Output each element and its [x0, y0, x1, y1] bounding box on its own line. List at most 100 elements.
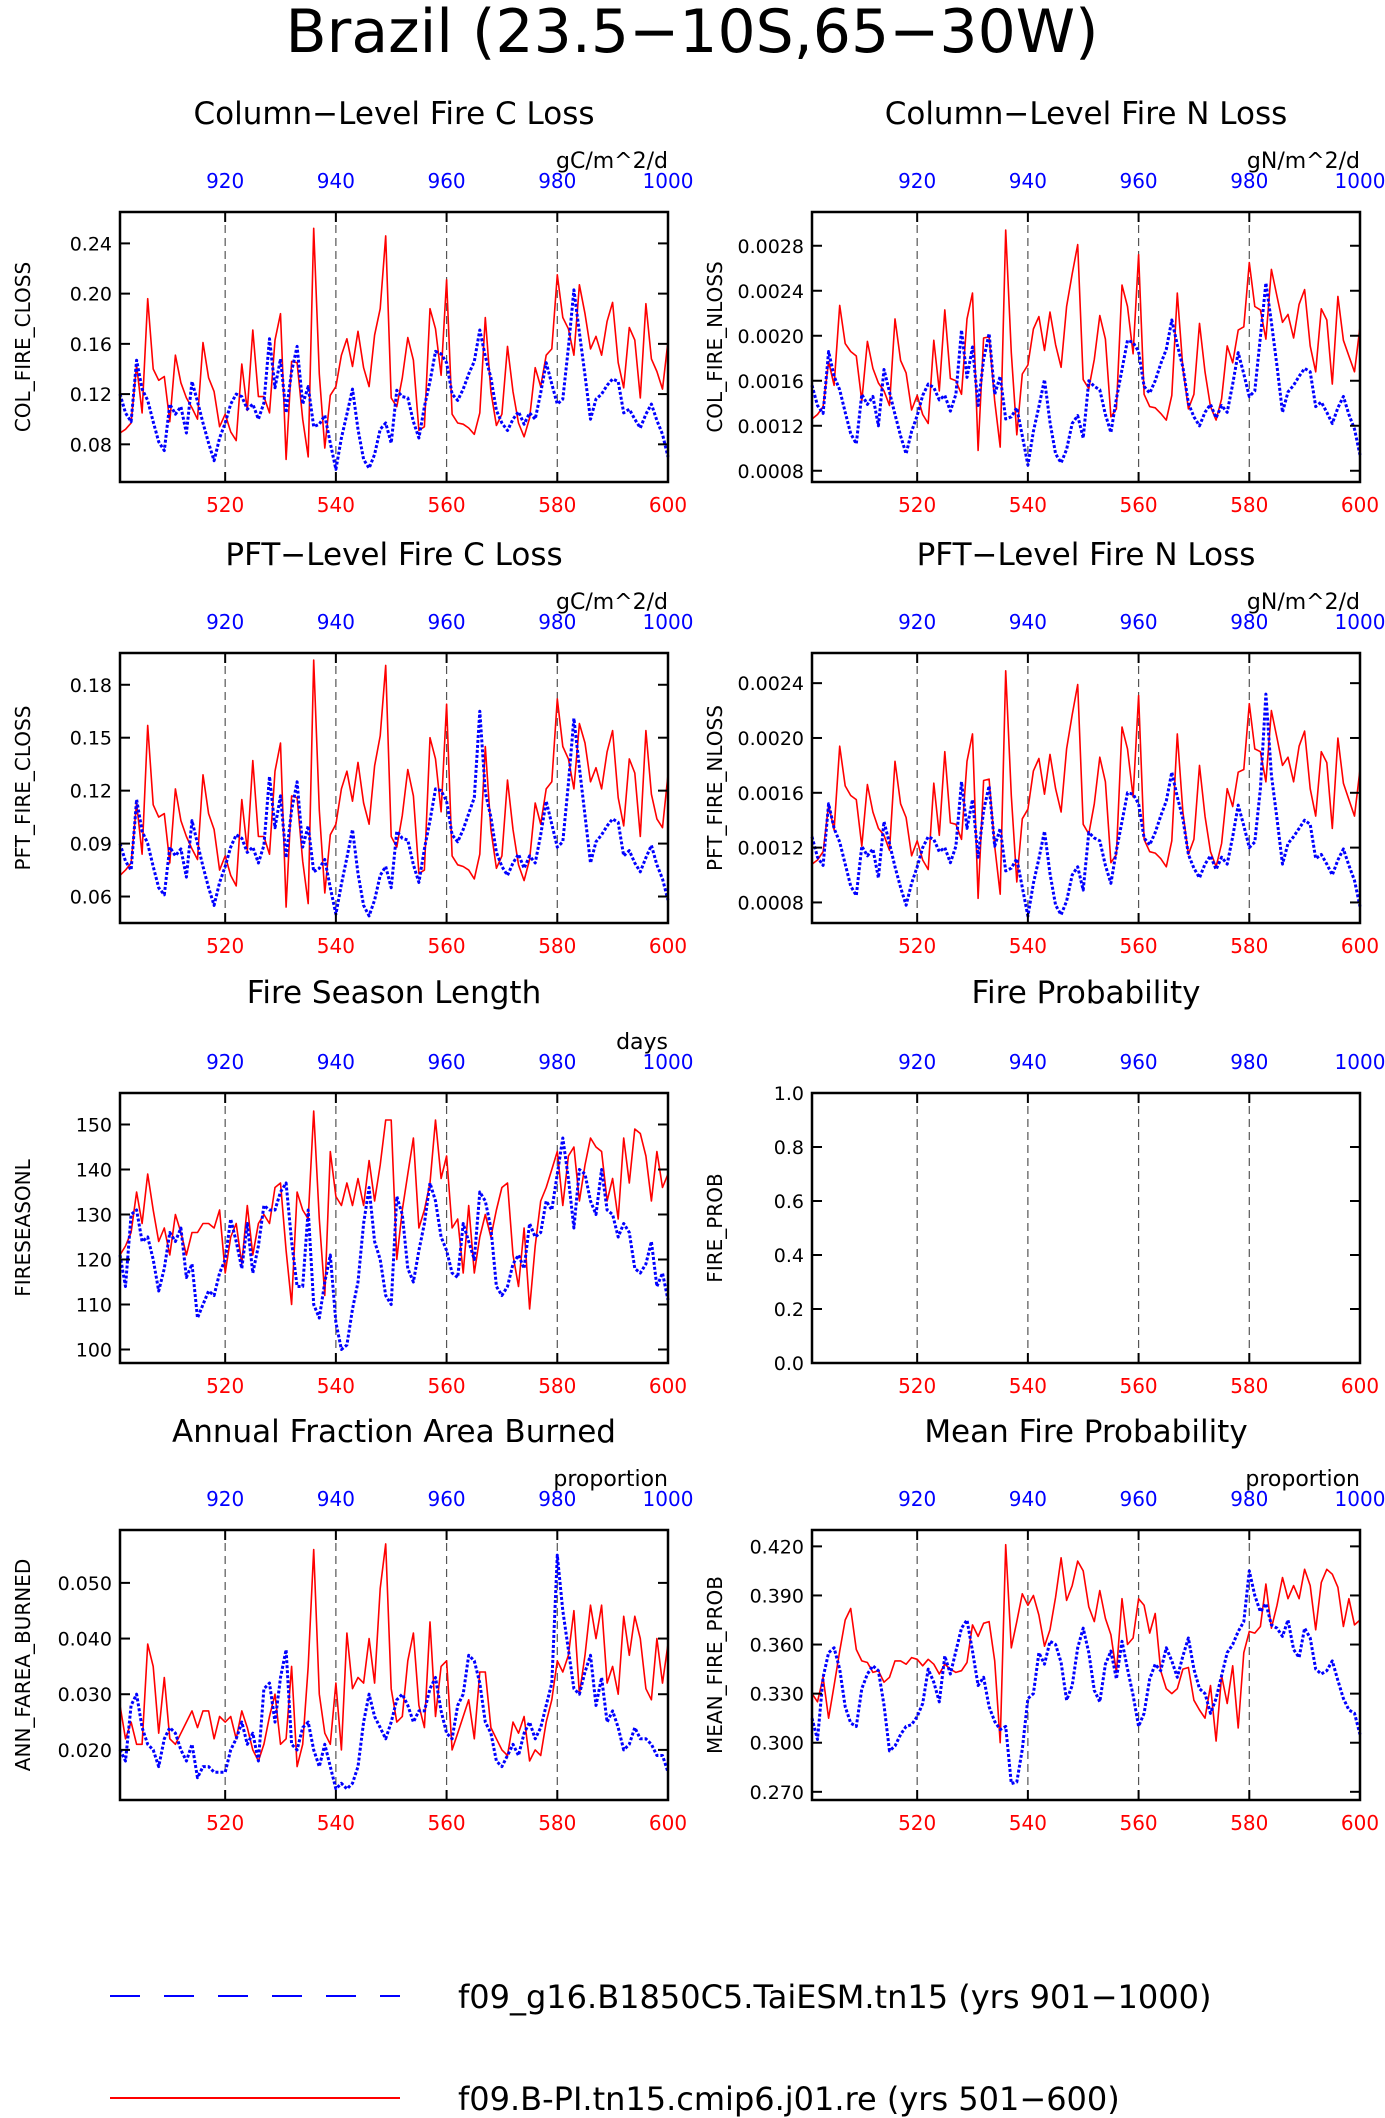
- x-tick-label-bottom: 560: [1119, 1811, 1157, 1835]
- plot-frame: [118, 1528, 670, 1802]
- chart-units: gN/m^2/d: [1247, 590, 1360, 615]
- x-tick-label-top: 960: [427, 169, 465, 193]
- legend-label-ctl: f09_g16.B1850C5.TaiESM.tn15 (yrs 901−100…: [458, 1978, 1211, 2016]
- x-tick-label-bottom: 600: [649, 493, 687, 517]
- x-tick-label-bottom: 560: [427, 1811, 465, 1835]
- x-tick-label-top: 1000: [1335, 1050, 1385, 1074]
- x-tick-label-top: 1000: [1335, 1487, 1385, 1511]
- x-tick-label-bottom: 580: [1230, 1811, 1268, 1835]
- x-tick-label-bottom: 560: [427, 493, 465, 517]
- x-tick-label-bottom: 540: [1009, 493, 1047, 517]
- x-tick-label-bottom: 540: [1009, 1811, 1047, 1835]
- plot-frame: [810, 651, 1362, 925]
- y-tick-label: 0.0020: [738, 326, 804, 348]
- y-tick-label: 120: [76, 1250, 112, 1272]
- y-tick-label: 0.390: [750, 1585, 804, 1607]
- x-tick-label-top: 940: [317, 1487, 355, 1511]
- x-tick-label-bottom: 540: [317, 1374, 355, 1398]
- legend: f09_g16.B1850C5.TaiESM.tn15 (yrs 901−100…: [110, 1978, 1211, 2118]
- series-line-ctl: [118, 1136, 670, 1351]
- y-tick-label: 0.0008: [738, 892, 804, 914]
- chart-panel-6: Fire Probability 0.0 0.2 0.4 0.6 0.8 1.0 520 540…: [703, 975, 1385, 1398]
- x-tick-label-top: 920: [206, 610, 244, 634]
- x-tick-label-bottom: 560: [1119, 934, 1157, 958]
- y-tick-label: 0.420: [750, 1536, 804, 1558]
- y-tick-label: 0.0012: [738, 416, 804, 438]
- series-line-ctl: [118, 288, 670, 471]
- y-axis-label: COL_FIRE_CLOSS: [11, 262, 35, 432]
- y-tick-label: 0.050: [58, 1573, 112, 1595]
- y-tick-label: 0.0016: [738, 371, 804, 393]
- x-tick-label-bottom: 580: [538, 1374, 576, 1398]
- series-line-ctl: [118, 709, 670, 918]
- x-tick-label-bottom: 520: [206, 934, 244, 958]
- x-tick-label-bottom: 560: [427, 1374, 465, 1398]
- series-line-exp: [119, 1543, 669, 1768]
- x-tick-label-bottom: 560: [427, 934, 465, 958]
- y-tick-label: 0.06: [70, 887, 112, 909]
- x-tick-label-bottom: 580: [1230, 1374, 1268, 1398]
- y-axis-label: FIRESEASONL: [11, 1158, 35, 1296]
- x-tick-label-top: 980: [1230, 1050, 1268, 1074]
- y-tick-label: 0.0028: [738, 236, 804, 258]
- y-tick-label: 0.09: [70, 834, 112, 856]
- chart-title: Fire Probability: [971, 975, 1200, 1011]
- x-tick-label-bottom: 520: [206, 493, 244, 517]
- chart-panel-8: Mean Fire Probability proportion 0.270 0.30…: [703, 1414, 1385, 1835]
- y-tick-label: 140: [76, 1160, 112, 1182]
- y-tick-label: 0.270: [750, 1782, 804, 1804]
- y-tick-label: 0.0016: [738, 783, 804, 805]
- y-tick-label: 0.020: [58, 1740, 112, 1762]
- chart-units: gN/m^2/d: [1247, 149, 1360, 174]
- x-tick-label-top: 940: [317, 1050, 355, 1074]
- y-tick-label: 0.6: [774, 1191, 804, 1213]
- x-tick-label-top: 920: [206, 1487, 244, 1511]
- x-tick-label-top: 980: [1230, 169, 1268, 193]
- plot-frame: [118, 210, 670, 484]
- plot-frame: [118, 651, 670, 925]
- x-tick-label-top: 940: [1009, 169, 1047, 193]
- x-tick-label-bottom: 580: [538, 493, 576, 517]
- x-tick-label-top: 1000: [1335, 169, 1385, 193]
- y-tick-label: 0.0024: [738, 281, 804, 303]
- x-tick-label-bottom: 540: [1009, 1374, 1047, 1398]
- y-tick-label: 0.16: [70, 334, 112, 356]
- x-tick-label-bottom: 540: [317, 493, 355, 517]
- y-tick-label: 0.0008: [738, 461, 804, 483]
- y-tick-label: 0.8: [774, 1137, 804, 1159]
- x-tick-label-top: 940: [317, 610, 355, 634]
- chart-panel-5: Fire Season Length days 100 110 120 130 140 150…: [11, 975, 693, 1398]
- x-tick-label-bottom: 600: [1341, 934, 1379, 958]
- x-tick-label-bottom: 600: [649, 1374, 687, 1398]
- x-tick-label-top: 960: [427, 1050, 465, 1074]
- x-tick-label-top: 920: [898, 610, 936, 634]
- chart-panels: Column−Level Fire C Loss gC/m^2/d 0.08 0.12…: [11, 96, 1385, 1835]
- x-tick-label-bottom: 600: [1341, 1374, 1379, 1398]
- y-tick-label: 0.0: [774, 1353, 804, 1375]
- x-tick-label-top: 960: [427, 1487, 465, 1511]
- y-tick-label: 0.18: [70, 675, 112, 697]
- x-tick-label-bottom: 580: [538, 1811, 576, 1835]
- x-tick-label-top: 960: [1119, 1050, 1157, 1074]
- y-tick-label: 0.12: [70, 384, 112, 406]
- x-tick-label-top: 920: [206, 1050, 244, 1074]
- chart-title: Mean Fire Probability: [924, 1414, 1247, 1450]
- y-tick-label: 0.040: [58, 1629, 112, 1651]
- y-tick-label: 130: [76, 1205, 112, 1227]
- series-line-ctl: [118, 1553, 670, 1791]
- y-axis-label: PFT_FIRE_NLOSS: [703, 705, 727, 871]
- y-tick-label: 0.030: [58, 1684, 112, 1706]
- chart-units: gC/m^2/d: [556, 590, 668, 615]
- x-tick-label-top: 1000: [643, 1487, 694, 1511]
- legend-label-exp: f09.B-PI.tn15.cmip6.j01.re (yrs 501−600): [458, 2080, 1120, 2118]
- y-axis-label: ANN_FAREA_BURNED: [11, 1559, 35, 1771]
- chart-panel-4: PFT−Level Fire N Loss gN/m^2/d 0.0008 0.001…: [703, 537, 1385, 958]
- x-tick-label-top: 980: [1230, 1487, 1268, 1511]
- x-tick-label-bottom: 580: [1230, 934, 1268, 958]
- figure-title: Brazil (23.5−10S,65−30W): [286, 0, 1099, 67]
- y-tick-label: 0.0012: [738, 838, 804, 860]
- y-axis-label: PFT_FIRE_CLOSS: [11, 706, 35, 871]
- x-tick-label-top: 940: [1009, 1050, 1047, 1074]
- x-tick-label-bottom: 540: [317, 934, 355, 958]
- x-tick-label-top: 960: [1119, 1487, 1157, 1511]
